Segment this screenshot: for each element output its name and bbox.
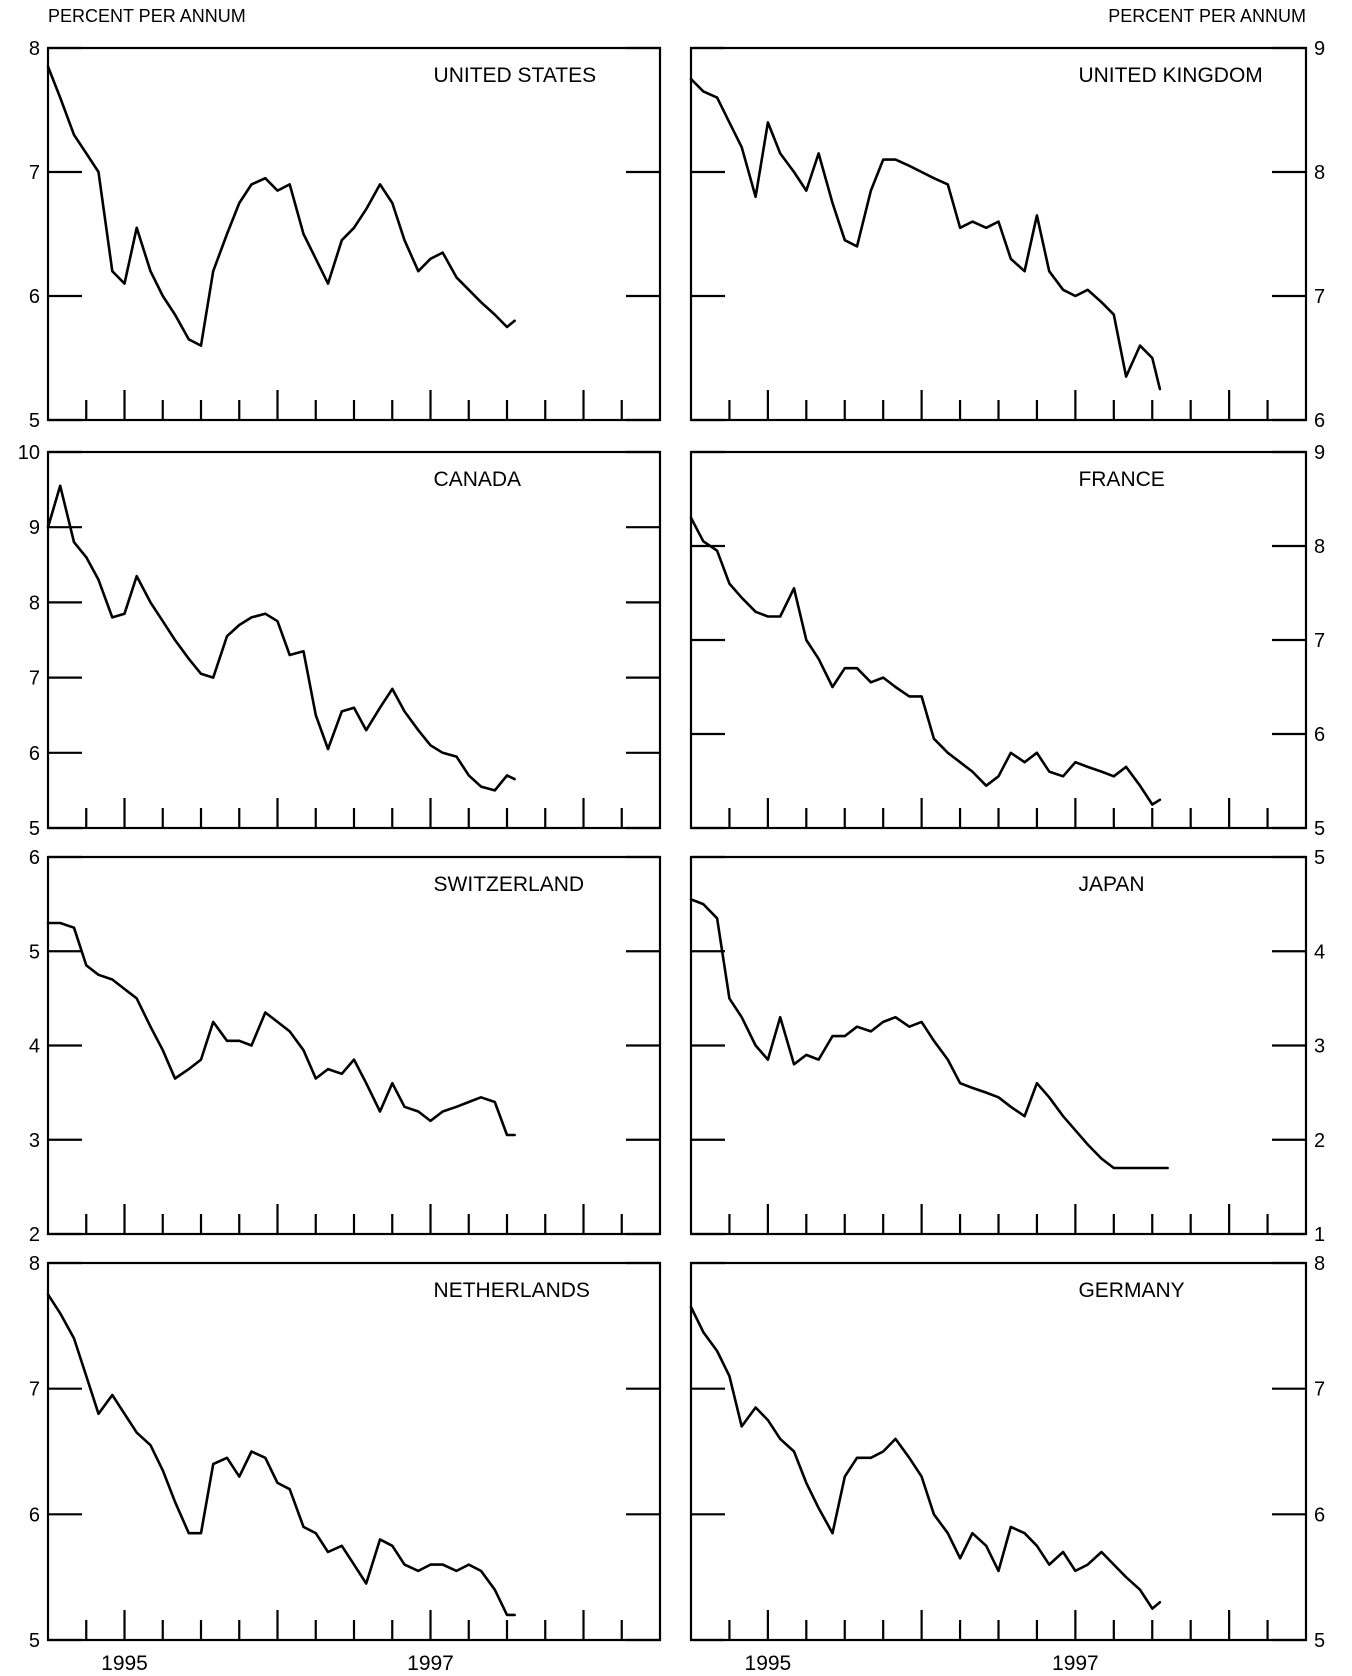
- panel-switzerland: 2 3 4 5 6 SWITZERLAND: [29, 847, 662, 1246]
- y-tick-label: 4: [29, 1036, 40, 1058]
- panel-title-france: FRANCE: [1078, 468, 1164, 491]
- y-tick-label: 7: [29, 1379, 40, 1401]
- panel-title-netherlands: NETHERLANDS: [434, 1279, 590, 1302]
- panel-frame-japan: [689, 855, 1308, 1236]
- y-tick-label: 7: [1314, 630, 1325, 652]
- series-line-united-kingdom: [689, 77, 1162, 391]
- x-year-label: 1997: [1052, 1652, 1099, 1675]
- left-unit-label: PERCENT PER ANNUM: [48, 6, 246, 26]
- y-tick-label: 5: [1314, 818, 1325, 840]
- series-line-japan: [689, 898, 1169, 1170]
- panel-title-canada: CANADA: [434, 468, 522, 491]
- y-tick-label: 1: [1314, 1224, 1325, 1246]
- y-tick-label: 10: [18, 442, 40, 464]
- y-tick-label: 7: [29, 162, 40, 184]
- series-line-germany: [689, 1305, 1162, 1610]
- panel-title-switzerland: SWITZERLAND: [434, 873, 585, 896]
- series-line-canada: [46, 484, 516, 792]
- panel-germany: 5 6 7 8 GERMANY 1995 1997: [689, 1253, 1325, 1675]
- y-tick-label: 9: [29, 517, 40, 539]
- panel-frame-france: [689, 450, 1308, 830]
- panel-japan: 1 2 3 4 5 JAPAN: [689, 847, 1325, 1246]
- y-tick-label: 5: [29, 410, 40, 432]
- panel-title-united-kingdom: UNITED KINGDOM: [1078, 64, 1262, 87]
- series-line-switzerland: [46, 921, 516, 1137]
- panel-frame-canada: [46, 450, 662, 830]
- series-line-united-states: [46, 65, 516, 347]
- x-year-label: 1995: [745, 1652, 792, 1675]
- y-tick-label: 6: [29, 847, 40, 869]
- panel-title-japan: JAPAN: [1078, 873, 1144, 896]
- right-unit-label: PERCENT PER ANNUM: [1108, 6, 1306, 26]
- panel-title-germany: GERMANY: [1078, 1279, 1184, 1302]
- y-tick-label: 2: [29, 1224, 40, 1246]
- y-tick-label: 6: [1314, 410, 1325, 432]
- y-tick-label: 7: [1314, 286, 1325, 308]
- y-tick-label: 6: [29, 1504, 40, 1526]
- panel-title-united-states: UNITED STATES: [434, 64, 597, 87]
- y-tick-label: 8: [1314, 162, 1325, 184]
- x-year-label: 1997: [407, 1652, 454, 1675]
- chart-panels: 5 6 7 8 UNITED STATES 6 7 8 9 UNITED KINGDOM 5 6 7 8 9…: [18, 38, 1325, 1675]
- y-tick-label: 5: [29, 1630, 40, 1652]
- y-tick-label: 6: [1314, 1504, 1325, 1526]
- y-tick-label: 3: [29, 1130, 40, 1152]
- panel-frame-germany: [689, 1261, 1308, 1642]
- panel-france: 5 6 7 8 9 FRANCE: [689, 442, 1325, 840]
- y-tick-label: 6: [1314, 724, 1325, 746]
- y-tick-label: 9: [1314, 442, 1325, 464]
- y-tick-label: 8: [29, 1253, 40, 1275]
- y-tick-label: 5: [1314, 847, 1325, 869]
- y-tick-label: 5: [29, 818, 40, 840]
- panel-frame-united-kingdom: [689, 46, 1308, 422]
- y-tick-label: 5: [1314, 1630, 1325, 1652]
- y-tick-label: 8: [1314, 1253, 1325, 1275]
- series-line-netherlands: [46, 1293, 516, 1617]
- y-tick-label: 5: [29, 941, 40, 963]
- panel-frame-switzerland: [46, 855, 662, 1236]
- y-tick-label: 2: [1314, 1130, 1325, 1152]
- panel-united-kingdom: 6 7 8 9 UNITED KINGDOM: [689, 38, 1325, 432]
- panel-frame-netherlands: [46, 1261, 662, 1642]
- y-tick-label: 7: [1314, 1379, 1325, 1401]
- panel-netherlands: 5 6 7 8 NETHERLANDS 1995 1997: [29, 1253, 662, 1675]
- y-tick-label: 6: [29, 286, 40, 308]
- panel-canada: 5 6 7 8 9 10 CANADA: [18, 442, 662, 840]
- y-tick-label: 6: [29, 743, 40, 765]
- series-line-france: [689, 516, 1162, 806]
- y-tick-label: 3: [1314, 1036, 1325, 1058]
- x-year-label: 1995: [101, 1652, 148, 1675]
- panel-united-states: 5 6 7 8 UNITED STATES: [29, 38, 662, 432]
- y-tick-label: 7: [29, 668, 40, 690]
- y-tick-label: 8: [29, 592, 40, 614]
- y-tick-label: 8: [29, 38, 40, 60]
- y-tick-label: 9: [1314, 38, 1325, 60]
- y-tick-label: 4: [1314, 941, 1325, 963]
- y-tick-label: 8: [1314, 536, 1325, 558]
